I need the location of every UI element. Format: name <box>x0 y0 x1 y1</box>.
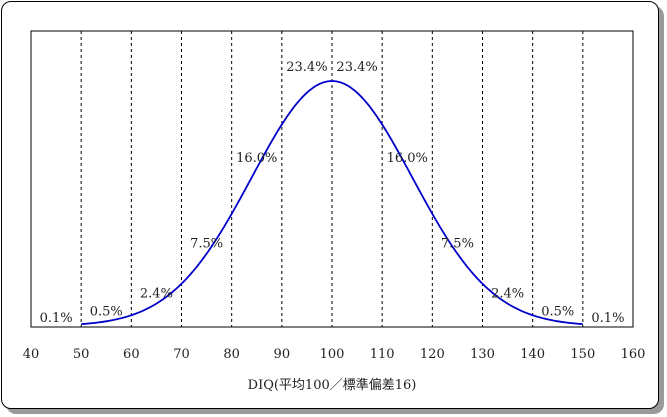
x-tick-label: 90 <box>274 347 291 362</box>
x-tick-label: 50 <box>73 347 90 362</box>
x-tick-label: 60 <box>123 347 140 362</box>
x-tick-label: 110 <box>370 347 395 362</box>
percentage-label: 2.4% <box>140 287 173 302</box>
percentage-label: 16.0% <box>387 151 428 166</box>
percentage-label: 23.4% <box>286 60 327 75</box>
x-tick-label: 140 <box>520 347 545 362</box>
x-tick-label: 130 <box>470 347 495 362</box>
x-tick-label: 70 <box>173 347 190 362</box>
percentage-label: 23.4% <box>336 60 377 75</box>
vertical-grid <box>80 31 584 327</box>
normal-curve <box>81 80 583 326</box>
percentage-label: 0.1% <box>591 311 624 326</box>
percentage-label: 7.5% <box>190 237 223 252</box>
x-tick-label: 80 <box>223 347 240 362</box>
x-tick-label: 40 <box>23 347 40 362</box>
percentage-label: 0.1% <box>40 311 73 326</box>
x-tick-label: 100 <box>320 347 345 362</box>
percentage-label: 0.5% <box>90 304 123 319</box>
x-tick-label: 150 <box>570 347 595 362</box>
percentage-label: 16.0% <box>236 151 277 166</box>
percentage-label: 0.5% <box>541 304 574 319</box>
x-tick-label: 160 <box>621 347 646 362</box>
percentage-label: 7.5% <box>441 237 474 252</box>
x-tick-label: 120 <box>420 347 445 362</box>
x-tick-labels: 40 50 60 70 80 90 100 110 120 130 140 150 160 <box>23 347 646 362</box>
chart-frame <box>1 1 659 409</box>
percentage-annotations: 0.1% 0.5% 2.4% 7.5% 16.0% 23.4% 23.4% 16.0% 7.5%… <box>40 60 625 326</box>
x-axis-label: DIQ(平均100／標準偏差16) <box>248 377 417 393</box>
percentage-label: 2.4% <box>491 287 524 302</box>
